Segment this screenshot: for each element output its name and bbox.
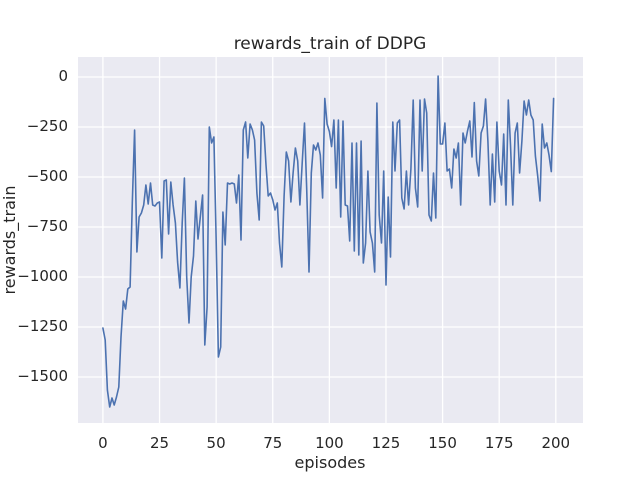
x-tick-label: 50 [207, 434, 226, 452]
tick-labels: 0 25 50 75 100 125 150 175 200 0 −250 −500 −750 −1000… [17, 67, 570, 452]
chart-title: rewards_train of DDPG [234, 34, 427, 54]
x-tick-label: 200 [541, 434, 570, 452]
y-tick-label: −1250 [17, 317, 68, 335]
y-tick-label: −500 [27, 167, 68, 185]
plot-generated-content: 0 25 50 75 100 125 150 175 200 0 −250 −500 −750 −1000… [17, 57, 583, 452]
y-tick-label: −1000 [17, 267, 68, 285]
x-axis-label: episodes [295, 453, 366, 472]
x-tick-label: 175 [485, 434, 514, 452]
x-tick-label: 150 [428, 434, 457, 452]
y-tick-label: −1500 [17, 367, 68, 385]
data-line-rewards-train [102, 75, 555, 408]
y-tick-label: 0 [58, 67, 68, 85]
x-tick-label: 25 [150, 434, 169, 452]
x-tick-label: 100 [315, 434, 344, 452]
x-tick-label: 125 [372, 434, 401, 452]
x-tick-label: 75 [263, 434, 282, 452]
x-tick-label: 0 [98, 434, 108, 452]
y-axis-label: rewards_train [0, 186, 20, 295]
y-tick-label: −250 [27, 117, 68, 135]
gridlines [78, 57, 583, 423]
y-tick-label: −750 [27, 217, 68, 235]
